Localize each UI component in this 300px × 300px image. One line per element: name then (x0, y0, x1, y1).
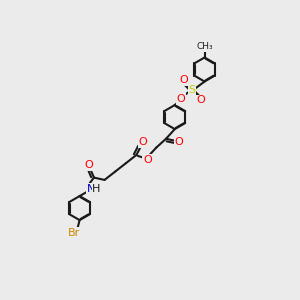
Text: H: H (92, 184, 101, 194)
Text: O: O (138, 137, 147, 148)
Text: N: N (86, 184, 95, 194)
Text: Br: Br (68, 228, 80, 238)
Text: O: O (143, 155, 152, 165)
Text: O: O (84, 160, 93, 170)
Text: CH₃: CH₃ (196, 42, 213, 51)
Text: O: O (176, 94, 185, 104)
Text: S: S (188, 85, 195, 95)
Text: O: O (179, 75, 188, 85)
Text: O: O (196, 95, 205, 105)
Text: O: O (175, 137, 183, 147)
